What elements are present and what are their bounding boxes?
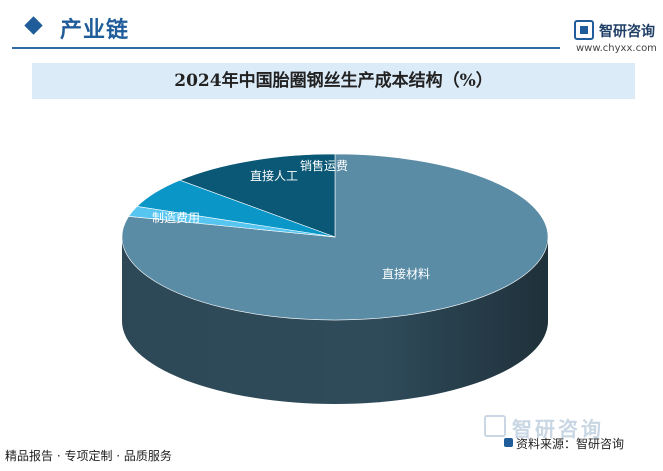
- watermark-brand: 智研咨询: [512, 417, 604, 441]
- pie-side-shade: [122, 237, 548, 404]
- pie-side-walls: [122, 237, 548, 404]
- brand-block: 智研咨询 www.chyxx.com: [574, 16, 660, 56]
- footer-source-block: 智研咨询 资料来源：智研咨询: [484, 413, 660, 465]
- section-title: 产业链: [60, 18, 130, 43]
- pie-label-0: 直接材料: [382, 266, 430, 281]
- pie-top: [121, 153, 549, 321]
- header-divider: [12, 47, 560, 49]
- pie-label-2: 直接人工: [250, 168, 298, 183]
- brand-url: www.chyxx.com: [576, 43, 657, 54]
- chart-title-band: 2024年中国胎圈钢丝生产成本结构（%）: [32, 63, 635, 99]
- brand-name: 智研咨询: [599, 24, 655, 40]
- pie-label-3: 销售运费: [300, 158, 348, 173]
- brand-logo-icon: [574, 20, 594, 40]
- pie-slice-3: [128, 206, 336, 238]
- pie-slice-1: [178, 153, 336, 238]
- source-icon: [504, 438, 513, 447]
- source-text: 资料来源：智研咨询: [516, 437, 625, 451]
- pie-label-1: 制造费用: [152, 211, 200, 225]
- footer-tagline: 精品报告 · 专项定制 · 品质服务: [5, 449, 172, 463]
- page-header: 产业链 智研咨询 www.chyxx.com: [0, 0, 663, 56]
- watermark-logo-icon: [484, 415, 506, 437]
- chart-title: 2024年中国胎圈钢丝生产成本结构（%）: [174, 71, 493, 91]
